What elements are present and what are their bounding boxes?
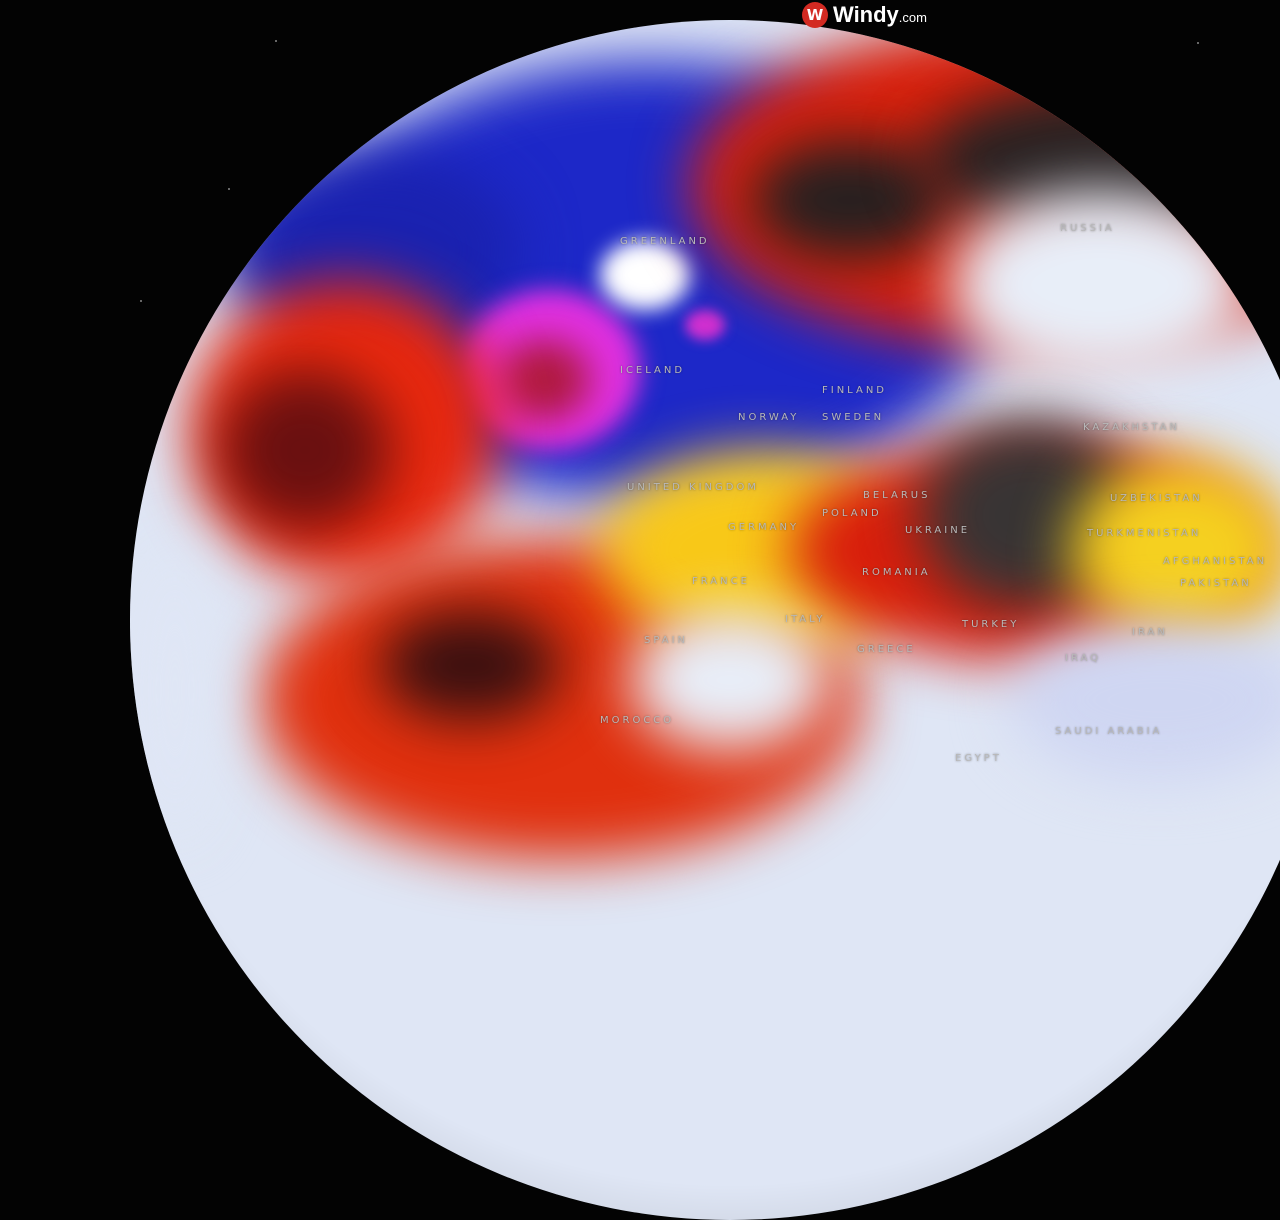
map-label-italy: ITALY [785, 614, 826, 625]
brand-suffix: .com [898, 10, 927, 25]
map-label-russia: RUSSIA [1060, 223, 1115, 234]
map-label-iran: IRAN [1132, 627, 1168, 638]
map-label-turkey: TURKEY [962, 619, 1020, 630]
map-label-afghanistan: AFGHANISTAN [1163, 556, 1268, 567]
map-label-morocco: MOROCCO [600, 715, 675, 726]
map-label-saudi-arabia: SAUDI ARABIA [1055, 726, 1163, 737]
map-label-sweden: SWEDEN [822, 412, 885, 423]
weather-globe[interactable]: GREENLAND ICELAND FINLAND NORWAY SWEDEN … [130, 20, 1280, 1220]
map-label-kazakhstan: KAZAKHSTAN [1083, 422, 1180, 433]
map-label-iceland: ICELAND [620, 365, 686, 376]
map-label-united-kingdom: UNITED KINGDOM [627, 482, 759, 493]
map-label-romania: ROMANIA [862, 567, 931, 578]
map-label-ukraine: UKRAINE [905, 525, 971, 536]
map-label-poland: POLAND [822, 508, 882, 519]
windy-logo[interactable]: W Windy.com [802, 2, 927, 28]
globe-shading [130, 20, 1280, 1220]
map-label-spain: SPAIN [644, 635, 689, 646]
windy-logo-icon: W [802, 2, 828, 28]
map-label-belarus: BELARUS [863, 490, 931, 501]
map-label-egypt: EGYPT [955, 753, 1002, 764]
map-label-greenland: GREENLAND [620, 236, 710, 247]
map-label-pakistan: PAKISTAN [1180, 578, 1252, 589]
map-label-france: FRANCE [692, 576, 750, 587]
map-label-turkmenistan: TURKMENISTAN [1087, 528, 1202, 539]
map-label-finland: FINLAND [822, 385, 888, 396]
map-label-greece: GREECE [857, 644, 916, 655]
map-label-germany: GERMANY [728, 522, 800, 533]
brand-name: Windy [833, 2, 899, 27]
map-label-uzbekistan: UZBEKISTAN [1110, 493, 1203, 504]
map-label-iraq: IRAQ [1065, 653, 1102, 664]
map-label-norway: NORWAY [738, 412, 800, 423]
